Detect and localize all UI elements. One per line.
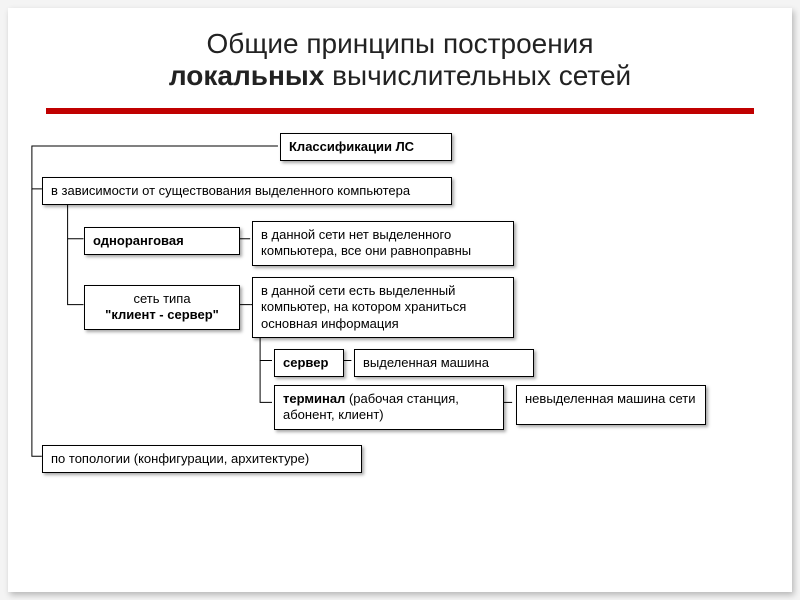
box-crit2: по топологии (конфигурации, архитектуре) [42, 445, 362, 473]
title-line-1: Общие принципы построения [48, 28, 752, 60]
title-bold-word: локальных [169, 60, 325, 91]
title-rest: вычислительных сетей [324, 60, 631, 91]
accent-bar [46, 108, 754, 114]
box-peer: одноранговая [84, 227, 240, 255]
slide-title: Общие принципы построения локальных вычи… [8, 8, 792, 102]
box-cs_desc: в данной сети есть выделенный компьютер,… [252, 277, 514, 338]
slide: Общие принципы построения локальных вычи… [8, 8, 792, 592]
box-crit1: в зависимости от существования выделенно… [42, 177, 452, 205]
title-line-2: локальных вычислительных сетей [48, 60, 752, 92]
diagram-area: Классификации ЛС в зависимости от существ… [18, 133, 782, 582]
box-root: Классификации ЛС [280, 133, 452, 161]
box-server: сервер [274, 349, 344, 377]
box-peer_desc: в данной сети нет выделенного компьютера… [252, 221, 514, 266]
box-server_desc: выделенная машина [354, 349, 534, 377]
box-terminal: терминал (рабочая станция, абонент, клие… [274, 385, 504, 430]
box-term_desc: невыделенная машина сети [516, 385, 706, 425]
box-cs: сеть типа"клиент - сервер" [84, 285, 240, 330]
